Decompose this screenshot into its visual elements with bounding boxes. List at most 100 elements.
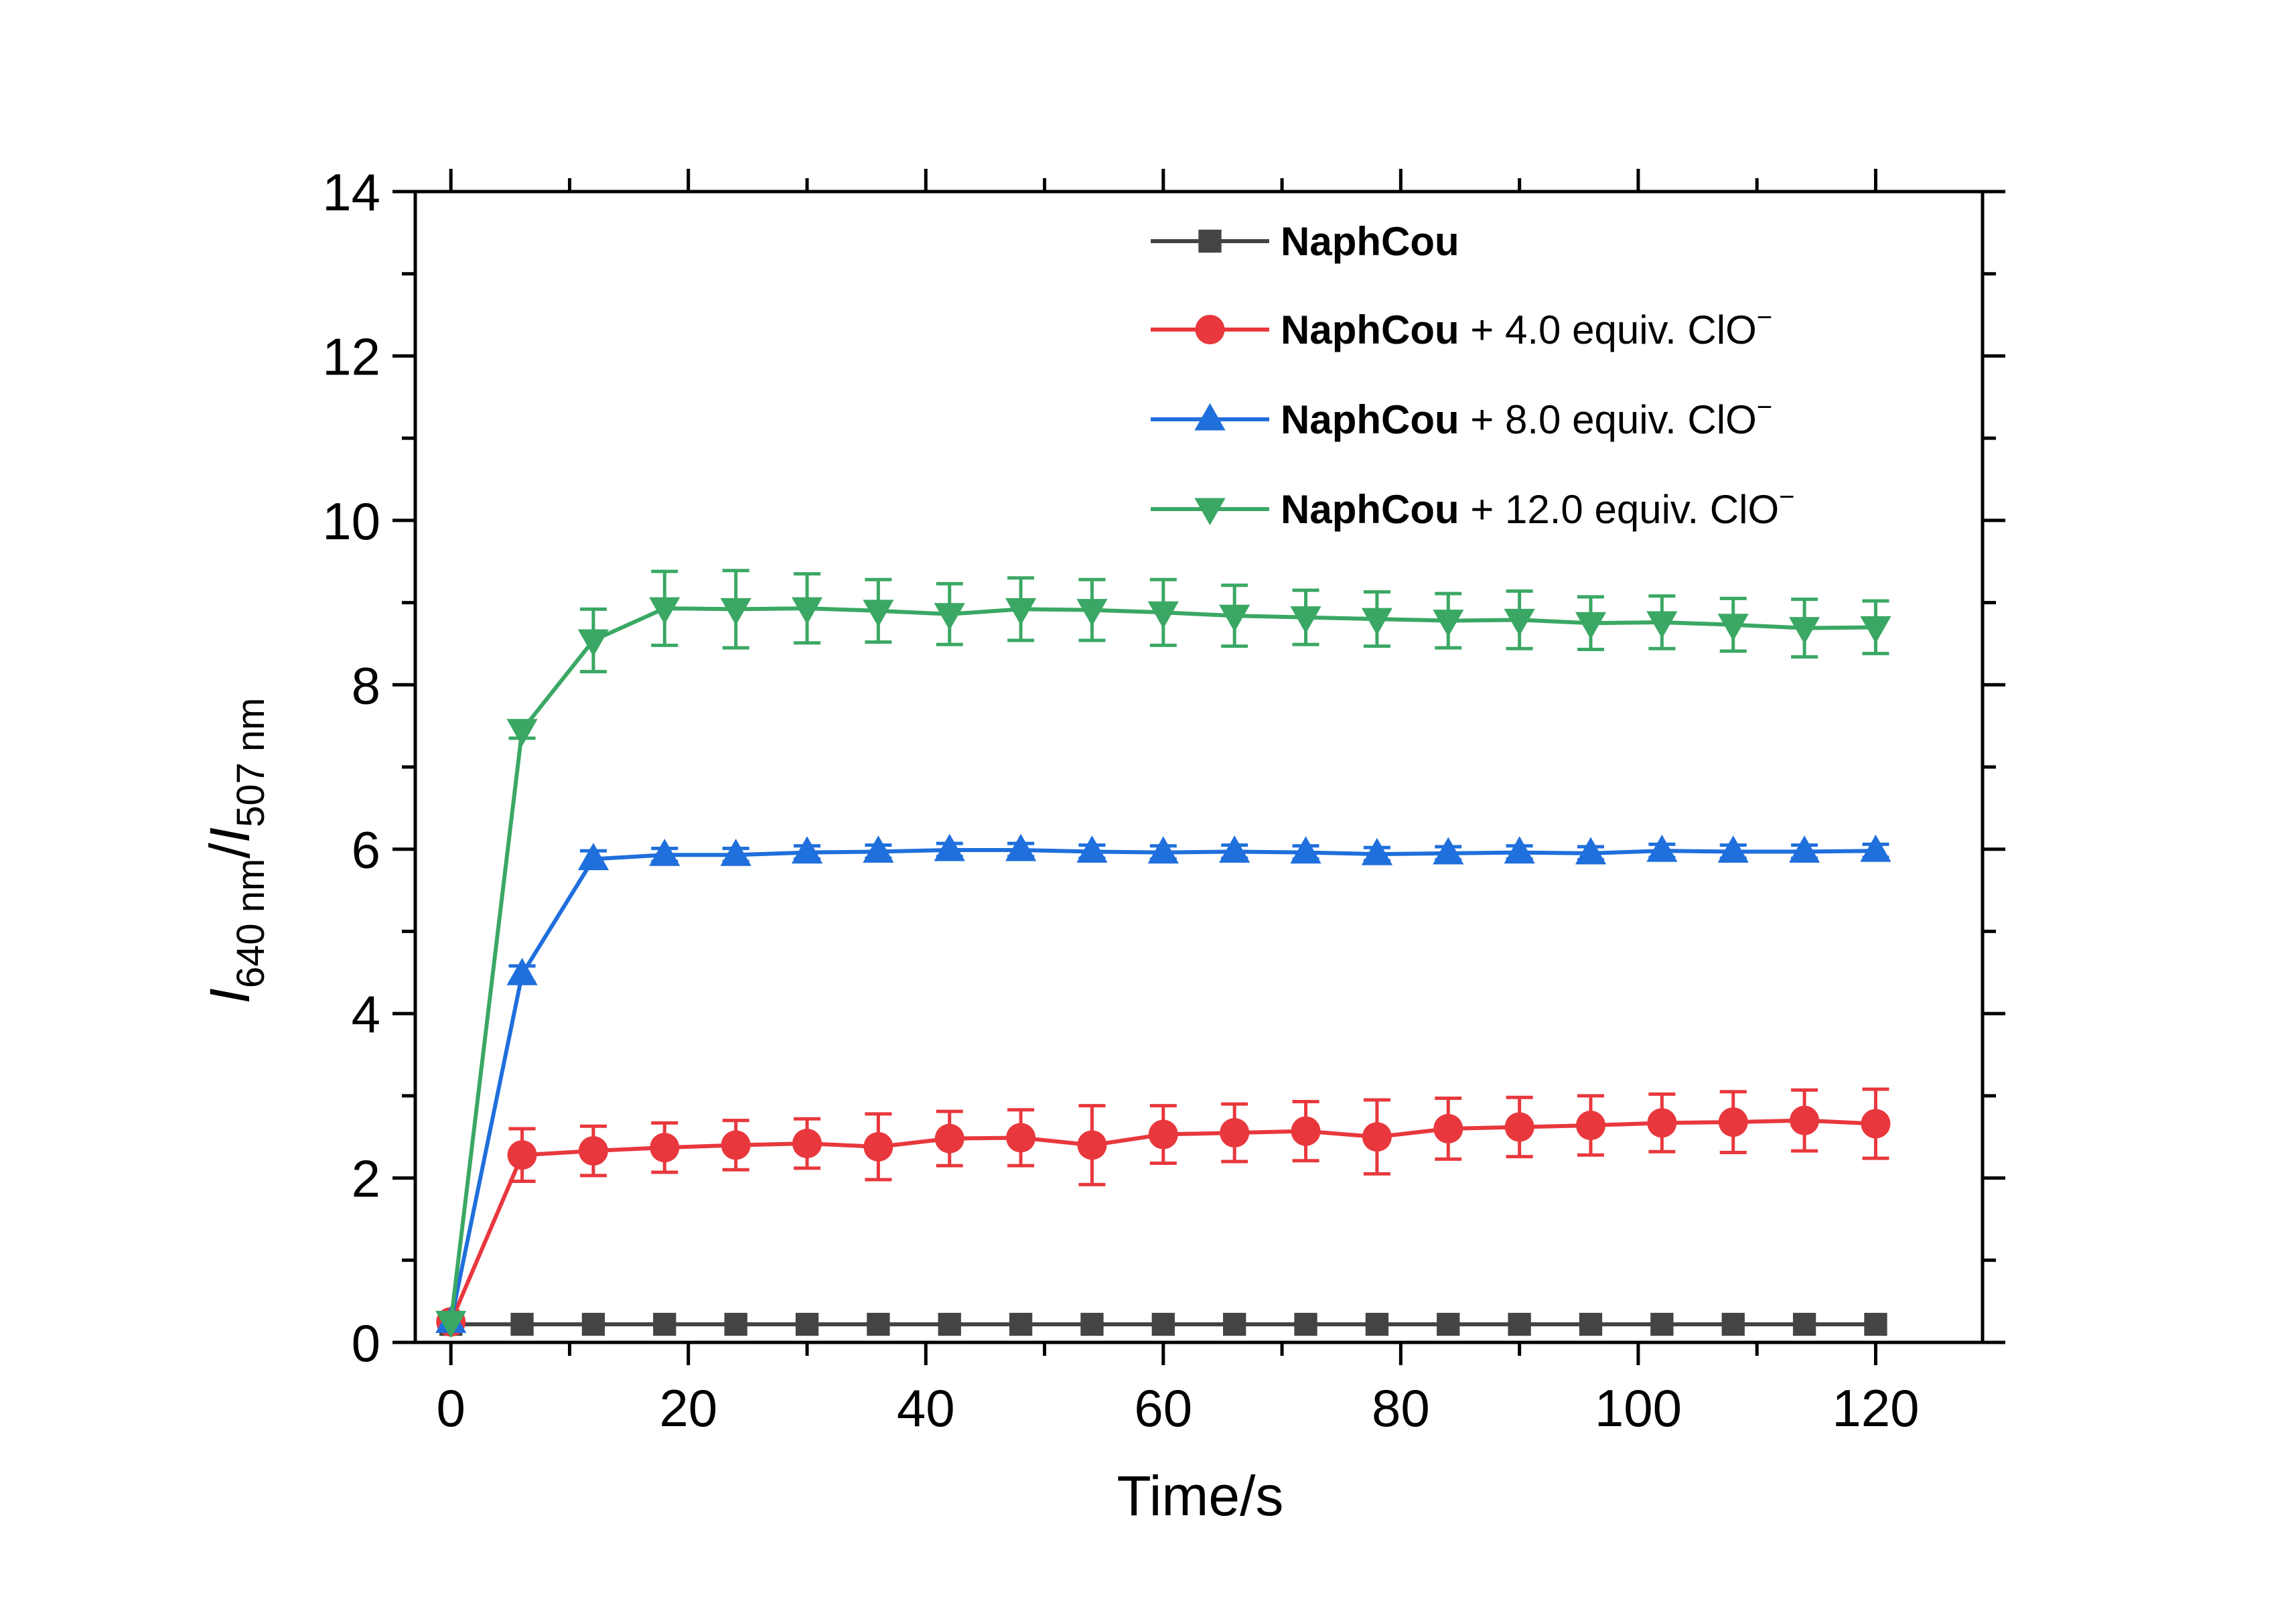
data-point bbox=[1790, 1105, 1820, 1135]
series-line bbox=[449, 847, 1876, 1322]
data-point bbox=[1717, 614, 1749, 641]
data-point bbox=[435, 1310, 467, 1338]
series-group bbox=[435, 569, 1891, 1338]
data-point bbox=[649, 839, 680, 866]
y-tick-label: 4 bbox=[352, 985, 380, 1044]
x-tick-label: 60 bbox=[1134, 1379, 1192, 1438]
y-tick-label: 14 bbox=[322, 163, 380, 222]
data-point bbox=[1006, 1123, 1036, 1153]
legend-item-2: NaphCou + 8.0 equiv. ClO− bbox=[1151, 393, 1772, 442]
x-tick-label: 100 bbox=[1595, 1379, 1682, 1438]
data-point bbox=[1576, 1111, 1605, 1141]
legend-label: NaphCou bbox=[1281, 219, 1459, 264]
data-point bbox=[1361, 837, 1393, 865]
data-point bbox=[720, 598, 751, 626]
series-2 bbox=[435, 833, 1891, 1333]
legend-label: NaphCou + 12.0 equiv. ClO− bbox=[1281, 482, 1794, 532]
data-point bbox=[1788, 617, 1820, 644]
data-point bbox=[578, 1136, 608, 1166]
data-point bbox=[1579, 1312, 1603, 1336]
data-point bbox=[1294, 1312, 1317, 1336]
data-point bbox=[581, 1312, 605, 1336]
data-point bbox=[1077, 1130, 1107, 1160]
data-point bbox=[1151, 1312, 1175, 1336]
data-point bbox=[650, 1133, 680, 1163]
y-tick-label: 10 bbox=[322, 492, 380, 551]
legend-item-0: NaphCou bbox=[1151, 219, 1459, 264]
y-label-i1: I bbox=[198, 988, 261, 1003]
data-point bbox=[649, 597, 680, 625]
data-point bbox=[1504, 1112, 1534, 1142]
legend-label: NaphCou + 8.0 equiv. ClO− bbox=[1281, 393, 1772, 442]
data-point bbox=[938, 1312, 961, 1336]
data-point bbox=[1646, 611, 1678, 639]
x-tick-label: 0 bbox=[436, 1379, 465, 1438]
data-point bbox=[934, 1123, 964, 1154]
data-point bbox=[863, 835, 894, 863]
legend-marker bbox=[1194, 498, 1226, 526]
data-point bbox=[1223, 1312, 1246, 1336]
data-point bbox=[1433, 837, 1464, 865]
data-point bbox=[1433, 1113, 1463, 1143]
data-point bbox=[1148, 1119, 1178, 1149]
data-point bbox=[791, 836, 823, 864]
data-point bbox=[1076, 835, 1108, 863]
data-point bbox=[510, 1312, 534, 1336]
data-point bbox=[1864, 1312, 1887, 1336]
y-axis-label: I640 nm/I507 nm bbox=[198, 698, 273, 1004]
legend-marker bbox=[1195, 315, 1225, 344]
series-3 bbox=[435, 569, 1891, 1338]
data-point bbox=[863, 600, 894, 628]
data-point bbox=[1147, 836, 1179, 864]
data-point bbox=[506, 958, 538, 985]
data-point bbox=[1433, 610, 1464, 637]
legend-marker bbox=[1198, 229, 1222, 253]
data-point bbox=[1365, 1312, 1389, 1336]
y-tick-label: 6 bbox=[352, 821, 380, 880]
legend-item-3: NaphCou + 12.0 equiv. ClO− bbox=[1151, 482, 1794, 532]
data-point bbox=[724, 1312, 747, 1336]
data-point bbox=[1219, 604, 1250, 632]
plot-frame bbox=[413, 190, 1985, 1344]
axis-ticks bbox=[392, 169, 2005, 1365]
legend-label: NaphCou + 4.0 equiv. ClO− bbox=[1281, 303, 1772, 352]
data-point bbox=[1005, 833, 1037, 861]
y-label-i2: I bbox=[198, 827, 261, 843]
data-point bbox=[1009, 1312, 1033, 1336]
y-label-slash: / bbox=[198, 843, 261, 859]
data-point bbox=[863, 1131, 893, 1162]
legend-marker bbox=[1194, 403, 1226, 431]
x-tick-label: 20 bbox=[659, 1379, 717, 1438]
y-tick-label: 0 bbox=[352, 1314, 380, 1373]
data-point bbox=[1504, 608, 1535, 636]
data-point bbox=[1717, 835, 1749, 863]
x-tick-label: 40 bbox=[897, 1379, 955, 1438]
data-point bbox=[1508, 1312, 1531, 1336]
data-point bbox=[1291, 1116, 1321, 1146]
data-point bbox=[1718, 1107, 1748, 1137]
data-point bbox=[1076, 599, 1108, 626]
data-point bbox=[577, 843, 609, 870]
data-point bbox=[720, 839, 751, 866]
x-tick-label: 80 bbox=[1372, 1379, 1430, 1438]
y-tick-label: 2 bbox=[352, 1149, 380, 1208]
data-point bbox=[1575, 612, 1607, 640]
y-label-sub2: 507 nm bbox=[229, 698, 273, 827]
data-point bbox=[1504, 836, 1535, 864]
series-0 bbox=[439, 1312, 1887, 1336]
data-point bbox=[792, 1129, 822, 1159]
data-point bbox=[1147, 601, 1179, 629]
series-1 bbox=[436, 1087, 1891, 1337]
data-point bbox=[1361, 608, 1393, 636]
data-point bbox=[653, 1312, 676, 1336]
data-point bbox=[1290, 606, 1321, 634]
data-point bbox=[795, 1312, 819, 1336]
data-point bbox=[1219, 835, 1250, 863]
data-point bbox=[934, 833, 965, 861]
data-point bbox=[1860, 834, 1891, 862]
x-tick-label: 120 bbox=[1832, 1379, 1919, 1438]
y-tick-label: 12 bbox=[322, 327, 380, 386]
data-point bbox=[577, 629, 609, 657]
data-point bbox=[867, 1312, 890, 1336]
